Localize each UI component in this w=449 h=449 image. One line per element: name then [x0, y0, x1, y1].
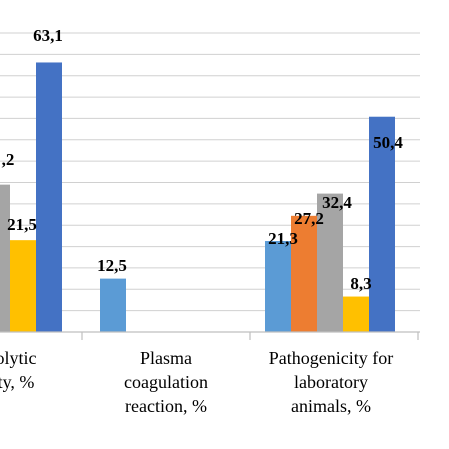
category-label: reaction, % [125, 396, 207, 416]
category-label: ty, % [0, 372, 34, 392]
gridlines [0, 32, 420, 312]
bar [265, 241, 291, 332]
bar [369, 116, 395, 332]
category-label: animals, % [291, 396, 371, 416]
data-label: 27,2 [294, 209, 324, 228]
data-label: ,2 [2, 150, 15, 169]
bar [291, 215, 317, 332]
data-label: 8,3 [350, 274, 371, 293]
data-label: 32,4 [322, 193, 352, 212]
data-label: 21,5 [7, 215, 37, 234]
bar [36, 62, 62, 332]
category-label: Pathogenicity for [269, 348, 393, 368]
data-label: 21,3 [268, 229, 298, 248]
data-label: 50,4 [373, 133, 403, 152]
category-label: Plasma [140, 348, 192, 368]
bar [100, 278, 126, 332]
bar [10, 240, 36, 332]
bar [343, 296, 369, 332]
data-label: 12,5 [97, 256, 127, 275]
category-labels: olytic ty, % Plasma coagulation reaction, % P… [0, 348, 393, 416]
category-label: olytic [0, 348, 37, 368]
bars [0, 62, 395, 332]
x-axis [0, 331, 420, 340]
category-label: laboratory [294, 372, 368, 392]
category-label: coagulation [124, 372, 208, 392]
bar [0, 184, 10, 332]
bar [317, 193, 343, 332]
data-label: 63,1 [33, 26, 63, 45]
data-labels: 12,5 21,327,2 ,2 32,4 21,5 8,3 63,1 50,4 [2, 26, 404, 293]
